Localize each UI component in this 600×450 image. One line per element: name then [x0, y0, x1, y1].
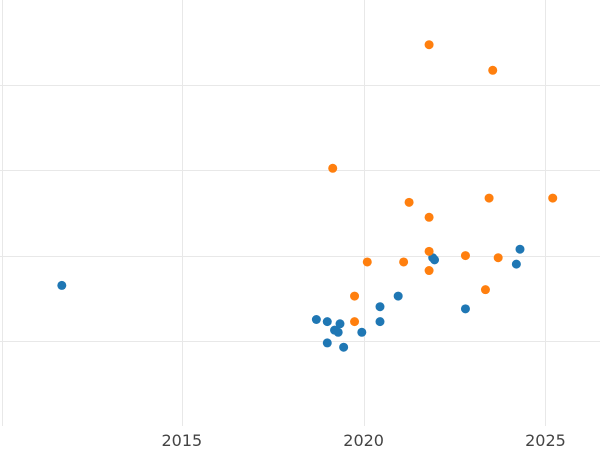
point-s1-14: [480, 285, 490, 295]
point-s1-4: [484, 193, 494, 203]
point-s0-15: [511, 259, 521, 269]
point-s0-3: [335, 319, 345, 329]
point-s1-2: [328, 163, 338, 173]
point-s1-5: [548, 193, 558, 203]
x-tick-label-1: 2020: [343, 431, 384, 450]
point-s1-7: [424, 246, 434, 256]
point-s1-13: [350, 291, 360, 301]
point-s0-0: [57, 280, 67, 290]
point-s1-3: [404, 197, 414, 207]
point-s0-1: [311, 315, 321, 324]
point-s0-7: [322, 338, 332, 348]
point-s1-11: [493, 253, 503, 263]
x-tick-label-2: 2025: [525, 431, 566, 450]
point-s0-8: [339, 342, 349, 352]
point-s1-15: [350, 317, 360, 327]
point-s1-8: [362, 257, 372, 267]
point-s1-6: [424, 212, 434, 222]
point-s1-12: [424, 266, 434, 276]
point-s0-11: [393, 291, 403, 301]
point-s0-6: [357, 327, 367, 337]
point-s0-9: [375, 302, 385, 312]
point-s0-13: [430, 255, 440, 265]
vertical-gridlines: [2, 0, 546, 426]
x-tick-labels: 2015 2020 2025: [161, 431, 565, 450]
point-s0-16: [515, 244, 525, 254]
point-s0-5: [333, 327, 343, 337]
point-s1-10: [460, 251, 470, 261]
point-s0-2: [322, 317, 332, 327]
point-s0-10: [375, 317, 385, 327]
point-s1-0: [424, 40, 434, 50]
point-s0-14: [460, 304, 470, 314]
data-points: [57, 40, 558, 352]
point-s1-9: [399, 257, 409, 267]
x-tick-label-0: 2015: [161, 431, 202, 450]
point-s1-1: [488, 65, 498, 75]
